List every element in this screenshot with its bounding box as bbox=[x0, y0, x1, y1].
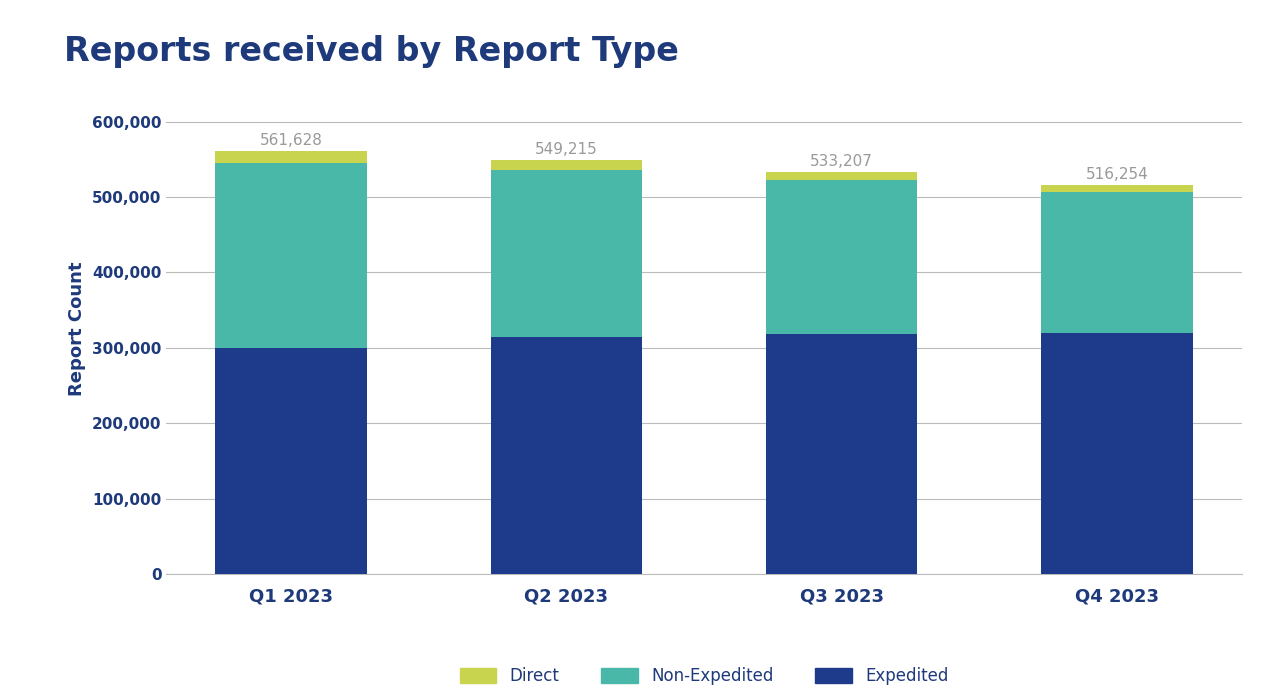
Bar bbox=[490, 170, 643, 337]
Bar bbox=[765, 172, 918, 180]
Y-axis label: Report Count: Report Count bbox=[69, 262, 87, 396]
Text: Reports received by Report Type: Reports received by Report Type bbox=[64, 35, 678, 68]
Bar bbox=[765, 180, 918, 335]
Bar bbox=[490, 160, 643, 170]
Legend: Direct, Non-Expedited, Expedited: Direct, Non-Expedited, Expedited bbox=[453, 661, 955, 692]
Bar bbox=[215, 150, 366, 163]
Bar bbox=[1042, 332, 1193, 574]
Bar bbox=[1042, 192, 1193, 332]
Bar bbox=[490, 337, 643, 574]
Bar bbox=[215, 163, 366, 348]
Text: 516,254: 516,254 bbox=[1085, 167, 1148, 182]
Bar bbox=[215, 348, 366, 574]
Text: 561,628: 561,628 bbox=[260, 132, 323, 148]
Bar bbox=[1042, 185, 1193, 192]
Text: 533,207: 533,207 bbox=[810, 154, 873, 169]
Text: 549,215: 549,215 bbox=[535, 142, 598, 157]
Bar bbox=[765, 335, 918, 574]
